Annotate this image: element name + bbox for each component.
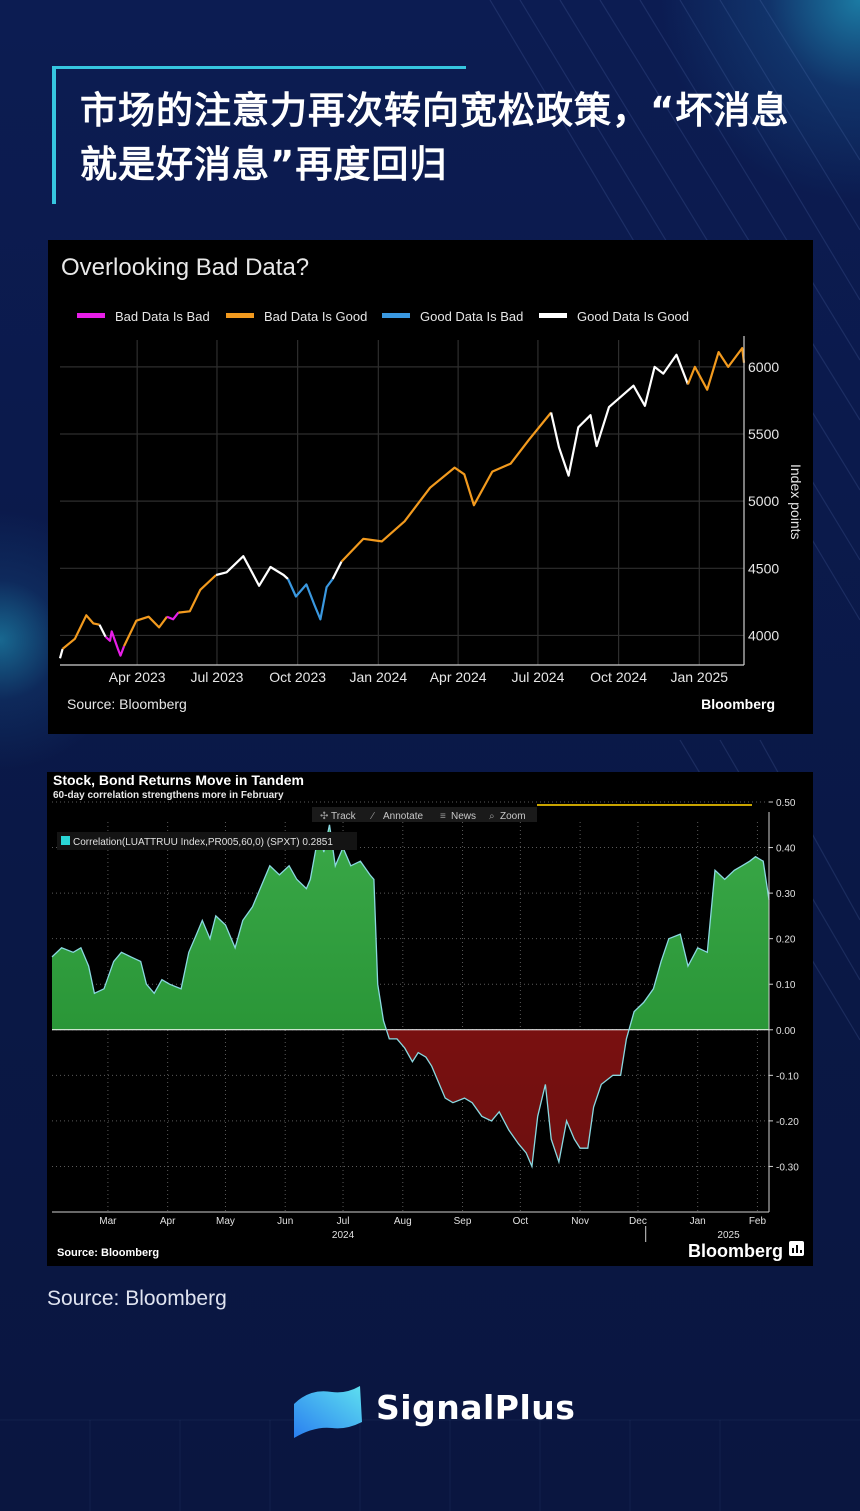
chart-1-legend-label: Bad Data Is Bad <box>115 309 210 324</box>
chart-1-ytick-label: 4000 <box>748 627 779 643</box>
chart-2-subtitle: 60-day correlation strengthens more in F… <box>53 790 284 801</box>
chart-2-plot <box>51 824 770 1169</box>
chart-2-toolbar-icon: ∕ <box>369 811 375 822</box>
chart-1-source: Source: Bloomberg <box>67 696 187 712</box>
chart-1-xtick-label: Oct 2024 <box>590 669 647 685</box>
chart-1-xtick-label: Apr 2023 <box>109 669 166 685</box>
bloomberg-chart-icon <box>789 1241 804 1256</box>
chart-2-xtick-label: Jan <box>690 1216 706 1227</box>
chart-1-series-line <box>340 411 552 563</box>
chart-2-xtick-label: Oct <box>513 1216 529 1227</box>
chart-2-xtick-label: Aug <box>394 1216 412 1227</box>
chart-2-legend-box <box>57 832 357 850</box>
chart-2-title: Stock, Bond Returns Move in Tandem <box>53 772 304 788</box>
chart-2-toolbar-news[interactable]: News <box>451 811 476 822</box>
chart-1-legend-swatch <box>539 313 567 318</box>
chart-2-ytick-label: -0.20 <box>776 1117 799 1128</box>
chart-1-xtick-label: Jul 2023 <box>191 669 244 685</box>
chart-2-xtick-label: Dec <box>629 1216 647 1227</box>
chart-2-ytick-label: 0.30 <box>776 889 796 900</box>
chart-1-series-line <box>123 615 168 647</box>
signalplus-brand: SignalPlus <box>288 1382 588 1442</box>
chart-2-xtick-label: Jul <box>337 1216 350 1227</box>
chart-1-xtick-label: Jan 2025 <box>670 669 728 685</box>
chart-2-xtick-label: Feb <box>749 1216 767 1227</box>
chart-2-series-line <box>51 824 770 1169</box>
chart-1-title: Overlooking Bad Data? <box>61 254 309 281</box>
chart-2-legend-label: Correlation(LUATTRUU Index,PR005,60,0) (… <box>73 837 333 848</box>
chart-1-svg: Overlooking Bad Data? Bad Data Is Bad Bad… <box>58 254 804 712</box>
chart-1-series-line <box>166 611 180 621</box>
chart-1-legend-label: Good Data Is Good <box>577 309 689 324</box>
chart-1-legend-label: Good Data Is Bad <box>420 309 523 324</box>
chart-2-xtick-label: Nov <box>571 1216 589 1227</box>
chart-1-legend-swatch <box>226 313 254 318</box>
chart-1-xtick-label: Jul 2024 <box>511 669 564 685</box>
chart-2-xtick-label: Jun <box>277 1216 293 1227</box>
chart-1-series-line <box>98 624 107 638</box>
chart-1-legend-swatch <box>382 313 410 318</box>
headline-accent-bar <box>56 66 466 69</box>
chart-2-toolbar-icon: ⌕ <box>489 811 495 822</box>
chart-2-xtick-label: Sep <box>454 1216 472 1227</box>
chart-1-series-line <box>686 347 746 391</box>
headline: 市场的注意力再次转向宽松政策，“坏消息就是好消息”再度回归 <box>80 89 790 186</box>
chart-2-svg: Stock, Bond Returns Move in Tandem 60-da… <box>51 772 804 1261</box>
chart-1-series-line <box>61 614 100 650</box>
chart-2-ytick-label: -0.30 <box>776 1162 799 1173</box>
chart-1-ylabel: Index points <box>788 464 804 540</box>
chart-2-ytick-label: -0.10 <box>776 1071 799 1082</box>
chart-2-toolbar-track[interactable]: Track <box>331 811 357 822</box>
chart-2-toolbar-icon: ✣ <box>320 811 328 822</box>
chart-1-grid <box>60 340 744 665</box>
chart-1-series-line <box>58 648 64 659</box>
chart-1-ytick-label: 5000 <box>748 493 779 509</box>
chart-stock-bond-correlation: Stock, Bond Returns Move in Tandem 60-da… <box>47 772 813 1266</box>
chart-2-ytick-label: 0.10 <box>776 980 796 991</box>
chart-2-toolbar-zoom[interactable]: Zoom <box>500 811 526 822</box>
chart-1-series-line <box>178 574 217 614</box>
headline-block: 市场的注意力再次转向宽松政策，“坏消息就是好消息”再度回归 <box>52 66 836 204</box>
chart-1-legend: Bad Data Is Bad Bad Data Is Good Good Data… <box>77 309 689 324</box>
chart-2-toolbar-annotate[interactable]: Annotate <box>383 811 423 822</box>
chart-2-toolbar: ✣ Track ∕ Annotate ≡ News ⌕ Zoom <box>312 807 537 822</box>
chart-1-xtick-label: Jan 2024 <box>350 669 408 685</box>
chart-1-series-line <box>286 578 334 621</box>
chart-2-year-label: 2024 <box>332 1230 355 1241</box>
chart-2-ytick-label: 0.20 <box>776 935 796 946</box>
chart-1-ytick-label: 4500 <box>748 560 779 576</box>
chart-1-legend-label: Bad Data Is Good <box>264 309 367 324</box>
chart-1-series-line <box>215 555 289 587</box>
signalplus-logo-icon <box>294 1386 362 1438</box>
chart-2-positive-area <box>52 824 769 1030</box>
chart-2-year-label: 2025 <box>717 1230 740 1241</box>
chart-2-toolbar-bg <box>312 807 537 822</box>
chart-1-series-line <box>104 630 126 657</box>
chart-2-legend-swatch <box>61 836 70 845</box>
chart-1-bloomberg-logo: Bloomberg <box>701 696 775 712</box>
chart-1-xtick-label: Oct 2023 <box>269 669 326 685</box>
chart-1-legend-swatch <box>77 313 105 318</box>
chart-overlooking-bad-data: Overlooking Bad Data? Bad Data Is Bad Bad… <box>48 240 813 734</box>
chart-1-axes: 4000 4500 5000 5500 6000 Apr 2023 Jul 2023 Oct … <box>60 336 779 685</box>
chart-2-xtick-label: Mar <box>99 1216 117 1227</box>
chart-1-plot <box>58 347 746 659</box>
chart-2-ytick-label: 0.40 <box>776 844 796 855</box>
chart-2-xtick-label: Apr <box>160 1216 176 1227</box>
chart-1-series-line <box>331 561 343 580</box>
chart-2-ytick-label: 0.50 <box>776 798 796 809</box>
chart-2-toolbar-icon: ≡ <box>440 811 446 822</box>
chart-1-series-line <box>550 353 689 477</box>
brand-name: SignalPlus <box>376 1388 576 1427</box>
chart-1-ytick-label: 6000 <box>748 359 779 375</box>
chart-2-axes: -0.30 -0.20 -0.10 0.00 0.10 0.20 0.30 0.40 0.50 M… <box>52 798 799 1242</box>
chart-1-xtick-label: Apr 2024 <box>430 669 487 685</box>
chart-1-ytick-label: 5500 <box>748 426 779 442</box>
chart-2-ytick-label: 0.00 <box>776 1026 796 1037</box>
chart-2-xtick-label: May <box>216 1216 235 1227</box>
chart-2-bloomberg-logo: Bloomberg <box>688 1241 783 1261</box>
source-note: Source: Bloomberg <box>47 1287 227 1310</box>
chart-2-source: Source: Bloomberg <box>57 1247 159 1259</box>
